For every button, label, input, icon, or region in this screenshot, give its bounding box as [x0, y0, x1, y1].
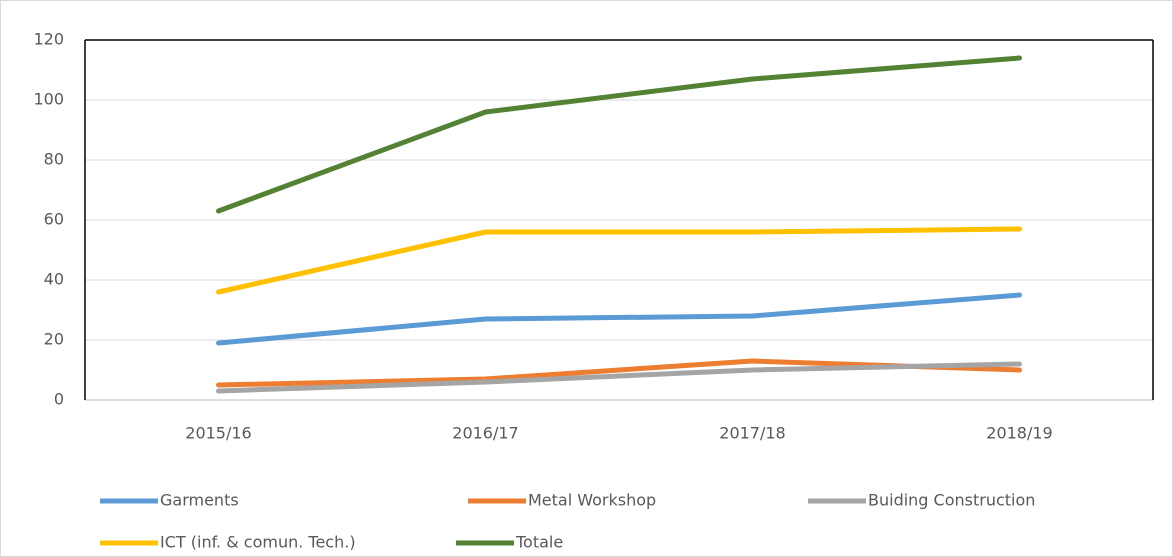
legend-label: Garments — [160, 491, 239, 510]
x-tick-label: 2016/17 — [452, 424, 518, 443]
series-line — [216, 292, 1022, 346]
y-tick-label: 120 — [33, 30, 64, 49]
y-tick-label: 100 — [33, 90, 64, 109]
y-tick-label: 80 — [44, 150, 64, 169]
series-line — [216, 226, 1022, 295]
series-line — [216, 361, 1022, 394]
y-tick-label: 60 — [44, 210, 64, 229]
legend-label: Buiding Construction — [868, 491, 1035, 510]
x-tick-label: 2018/19 — [986, 424, 1052, 443]
y-tick-label: 0 — [54, 390, 64, 409]
x-tick-label: 2017/18 — [719, 424, 785, 443]
y-tick-label: 40 — [44, 270, 64, 289]
x-tick-label: 2015/16 — [185, 424, 251, 443]
legend-label: ICT (inf. & comun. Tech.) — [160, 533, 356, 552]
legend-label: Totale — [515, 533, 563, 552]
y-tick-label: 20 — [44, 330, 64, 349]
legend-label: Metal Workshop — [528, 491, 656, 510]
series-line — [216, 55, 1022, 214]
